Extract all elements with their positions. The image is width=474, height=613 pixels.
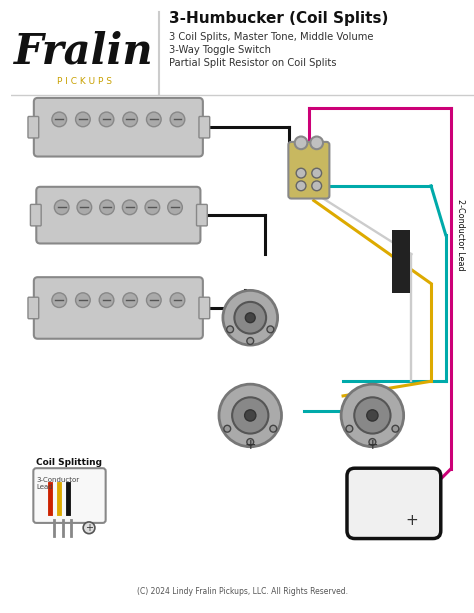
Circle shape [245,410,256,421]
FancyBboxPatch shape [28,297,39,319]
Circle shape [224,425,231,432]
Circle shape [354,397,391,433]
Circle shape [247,338,254,345]
Circle shape [77,200,91,215]
Text: +: + [405,514,418,528]
Circle shape [52,293,66,308]
Circle shape [232,397,268,433]
Circle shape [367,410,378,421]
Circle shape [247,438,254,446]
FancyBboxPatch shape [199,116,210,138]
Circle shape [170,112,185,127]
FancyBboxPatch shape [197,204,207,226]
FancyBboxPatch shape [392,230,410,293]
Circle shape [170,293,185,308]
Circle shape [295,137,308,149]
Circle shape [267,326,274,333]
FancyBboxPatch shape [11,7,474,95]
Circle shape [145,200,160,215]
Circle shape [312,181,321,191]
Text: 2-Conductor Lead: 2-Conductor Lead [456,199,465,270]
Text: Fralin: Fralin [14,30,154,72]
Text: 3-Humbucker (Coil Splits): 3-Humbucker (Coil Splits) [169,11,389,26]
Circle shape [122,200,137,215]
FancyBboxPatch shape [30,204,41,226]
Circle shape [341,384,404,447]
FancyBboxPatch shape [347,468,441,539]
FancyBboxPatch shape [33,468,106,523]
Circle shape [227,326,234,333]
Circle shape [296,168,306,178]
Text: P I C K U P S: P I C K U P S [57,77,112,86]
Text: Partial Split Resistor on Coil Splits: Partial Split Resistor on Coil Splits [169,58,337,67]
Circle shape [99,112,114,127]
FancyBboxPatch shape [34,277,203,339]
Text: +: + [366,438,378,452]
Circle shape [52,112,66,127]
Circle shape [146,293,161,308]
Text: 3-Conductor
Lead: 3-Conductor Lead [36,477,80,490]
FancyBboxPatch shape [199,297,210,319]
Circle shape [75,112,90,127]
Circle shape [146,112,161,127]
FancyBboxPatch shape [288,142,329,199]
Circle shape [100,200,114,215]
Circle shape [346,425,353,432]
Circle shape [246,313,255,322]
Circle shape [296,181,306,191]
Circle shape [392,425,399,432]
Text: +: + [85,523,93,533]
Text: +: + [245,438,256,452]
Circle shape [369,438,376,446]
Text: (C) 2024 Lindy Fralin Pickups, LLC. All Rights Reserved.: (C) 2024 Lindy Fralin Pickups, LLC. All … [137,587,348,596]
Circle shape [312,168,321,178]
Circle shape [223,291,278,345]
Text: 3-Way Toggle Switch: 3-Way Toggle Switch [169,45,271,55]
Text: Coil Splitting: Coil Splitting [36,459,102,467]
Circle shape [99,293,114,308]
Circle shape [123,293,137,308]
Circle shape [123,112,137,127]
Circle shape [310,137,323,149]
FancyBboxPatch shape [28,116,39,138]
Circle shape [55,200,69,215]
Circle shape [234,302,266,333]
FancyBboxPatch shape [36,187,201,243]
Circle shape [168,200,182,215]
Circle shape [219,384,282,447]
Text: 3 Coil Splits, Master Tone, Middle Volume: 3 Coil Splits, Master Tone, Middle Volum… [169,32,374,42]
Circle shape [83,522,95,534]
Circle shape [270,425,277,432]
Circle shape [75,293,90,308]
FancyBboxPatch shape [34,98,203,156]
